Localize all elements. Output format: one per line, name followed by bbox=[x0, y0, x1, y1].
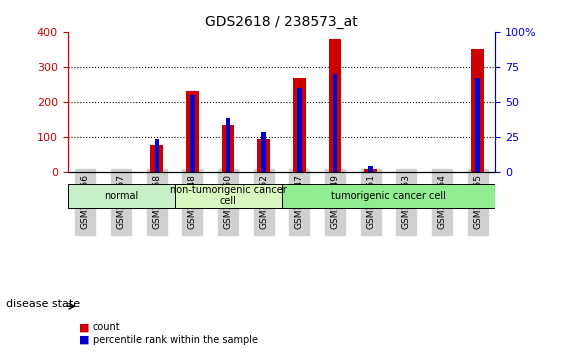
Text: percentile rank within the sample: percentile rank within the sample bbox=[93, 335, 258, 345]
Bar bbox=[150, 145, 163, 172]
Bar bbox=[297, 88, 302, 172]
Text: non-tumorigenic cancer
cell: non-tumorigenic cancer cell bbox=[169, 185, 287, 206]
FancyBboxPatch shape bbox=[175, 184, 282, 207]
Bar bbox=[154, 139, 159, 172]
Bar bbox=[329, 39, 341, 172]
Bar bbox=[226, 119, 230, 172]
Bar bbox=[222, 125, 234, 172]
Title: GDS2618 / 238573_at: GDS2618 / 238573_at bbox=[205, 16, 358, 29]
Bar bbox=[364, 169, 377, 172]
Text: normal: normal bbox=[104, 190, 138, 200]
Bar bbox=[257, 139, 270, 172]
Bar bbox=[261, 132, 266, 172]
Text: ■: ■ bbox=[79, 322, 90, 332]
Text: tumorigenic cancer cell: tumorigenic cancer cell bbox=[331, 190, 446, 200]
Bar bbox=[293, 78, 306, 172]
Text: count: count bbox=[93, 322, 120, 332]
FancyBboxPatch shape bbox=[68, 184, 175, 207]
Bar bbox=[186, 91, 199, 172]
Bar bbox=[368, 166, 373, 172]
Text: disease state: disease state bbox=[6, 299, 80, 309]
FancyBboxPatch shape bbox=[282, 184, 495, 207]
Bar bbox=[190, 95, 195, 172]
Bar bbox=[333, 74, 337, 172]
Bar bbox=[471, 48, 484, 172]
Bar bbox=[475, 78, 480, 172]
Text: ■: ■ bbox=[79, 335, 90, 345]
